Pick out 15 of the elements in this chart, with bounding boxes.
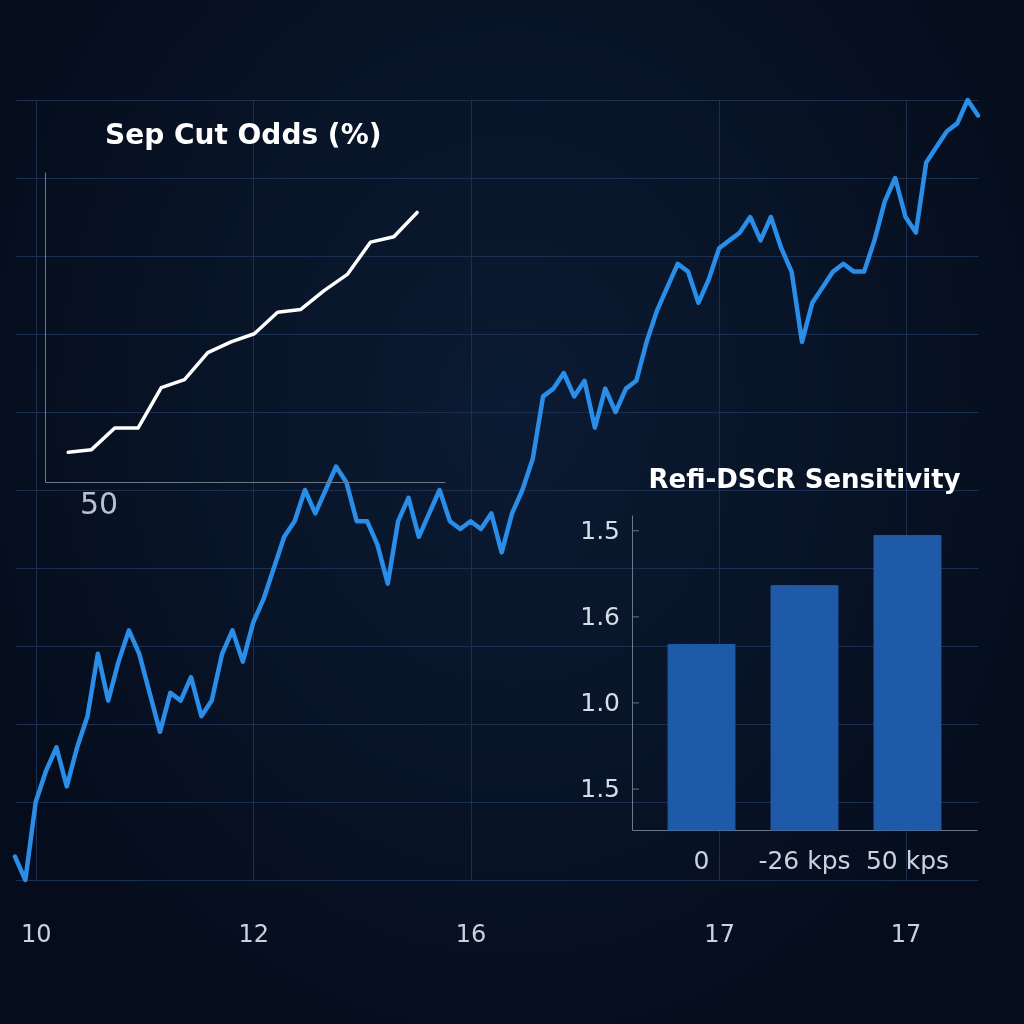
x-tick-label: 0 — [693, 845, 710, 875]
annotation: 1.6 — [580, 601, 620, 631]
chart-title: Sep Cut Odds (%) — [105, 118, 382, 151]
annotation: 1.5 — [580, 774, 620, 804]
chart-title: Refi-DSCR Sensitivity — [648, 464, 961, 494]
x-tick-label: 17 — [890, 919, 922, 948]
x-tick-label: 12 — [238, 919, 269, 948]
x-tick-label: 50 kps — [865, 845, 950, 875]
x-tick-label: 17 — [704, 919, 735, 948]
annotation: 50 — [80, 486, 119, 521]
x-tick-label: -26 kps — [758, 845, 851, 875]
annotation: 1.5 — [580, 515, 620, 545]
x-tick-label: 16 — [455, 919, 487, 948]
annotation: 1.0 — [580, 687, 620, 717]
x-tick-label: 10 — [20, 919, 52, 948]
